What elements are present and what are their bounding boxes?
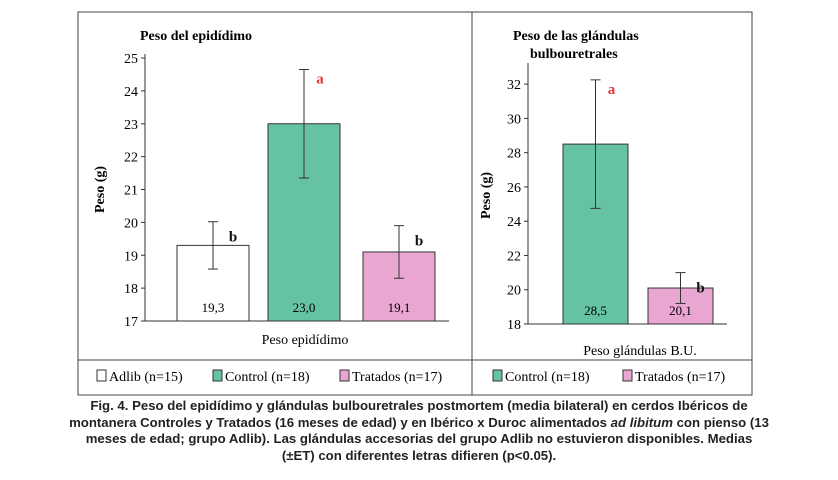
y-tick-label: 20: [124, 216, 138, 231]
significance-letter: b: [229, 230, 237, 246]
y-tick-label: 19: [124, 249, 138, 264]
y-tick-label: 18: [507, 318, 521, 333]
legend-swatch: [212, 369, 223, 382]
caption-line2: montanera Controles y Tratados (16 meses…: [69, 414, 611, 430]
legend-label: Tratados (n=17): [635, 370, 726, 385]
figure-caption: Fig. 4. Peso del epidídimo y glándulas b…: [8, 398, 830, 464]
y-tick-label: 32: [507, 78, 521, 93]
chart-bulbouretrales: Peso de las glándulas bulbouretrales Pes…: [479, 29, 727, 359]
y-tick-label: 24: [507, 215, 521, 230]
y-axis-label: Peso (g): [479, 172, 494, 219]
legend-left: Adlib (n=15) Control (n=18) Tratados (n=17…: [96, 369, 443, 385]
caption-line1: Fig. 4. Peso del epidídimo y glándulas b…: [90, 398, 748, 413]
chart-title-line2: bulbouretrales: [530, 47, 618, 62]
legend-label: Tratados (n=17): [352, 370, 443, 385]
caption-italic: ad libitum: [610, 414, 673, 430]
y-tick-label: 23: [124, 118, 138, 133]
y-tick-label: 25: [124, 52, 138, 67]
chart-epididimo: Peso del epidídimo Peso (g) Peso epidídi…: [93, 29, 449, 348]
y-tick-label: 21: [124, 184, 138, 199]
y-tick-label: 20: [507, 284, 521, 299]
y-tick-label: 18: [124, 282, 138, 297]
legend-swatch: [622, 369, 633, 382]
y-tick-label: 17: [124, 315, 138, 330]
significance-letter: a: [316, 72, 324, 88]
chart-title-line1: Peso de las glándulas: [513, 29, 639, 44]
legend-swatch: [339, 369, 350, 382]
legend-swatch: [492, 369, 503, 382]
x-axis-label: Peso glándulas B.U.: [583, 344, 697, 359]
y-tick-label: 22: [124, 151, 138, 166]
legend-label: Control (n=18): [505, 370, 590, 385]
significance-letter: a: [608, 82, 616, 98]
plot-area: 18 20 22 24 26 28 30 32 28,5 a 20,1 b: [507, 63, 727, 333]
caption-line2-end: con pienso (13: [672, 414, 769, 430]
legend-label: Control (n=18): [225, 370, 310, 385]
significance-letter: b: [696, 281, 704, 297]
data-label: 20,1: [669, 303, 692, 318]
legend-swatch: [96, 369, 107, 382]
y-axis-label: Peso (g): [93, 166, 108, 213]
legend-right: Control (n=18) Tratados (n=17): [492, 369, 726, 385]
x-axis-label: Peso epidídimo: [262, 333, 349, 348]
y-tick-label: 22: [507, 249, 521, 264]
data-label: 28,5: [584, 303, 607, 318]
y-tick-label: 24: [124, 85, 138, 100]
data-label: 19,3: [202, 300, 225, 315]
y-tick-label: 30: [507, 112, 521, 127]
significance-letter: b: [415, 234, 423, 250]
legend-label: Adlib (n=15): [109, 370, 183, 385]
chart-title: Peso del epidídimo: [140, 29, 252, 44]
y-tick-label: 28: [507, 147, 521, 162]
caption-line3: meses de edad; grupo Adlib). Las glándul…: [85, 431, 753, 446]
caption-line4: (±ET) con diferentes letras difieren (p<…: [281, 447, 557, 463]
figure: Peso del epidídimo Peso (g) Peso epidídi…: [77, 11, 753, 396]
y-tick-label: 26: [507, 181, 521, 196]
plot-area: 17 18 19 20 21 22 23 24 25 19,3 b 23,0 a 19,1 b: [124, 52, 449, 330]
data-label: 23,0: [293, 300, 316, 315]
figure-frame: [77, 11, 753, 396]
data-label: 19,1: [388, 300, 411, 315]
